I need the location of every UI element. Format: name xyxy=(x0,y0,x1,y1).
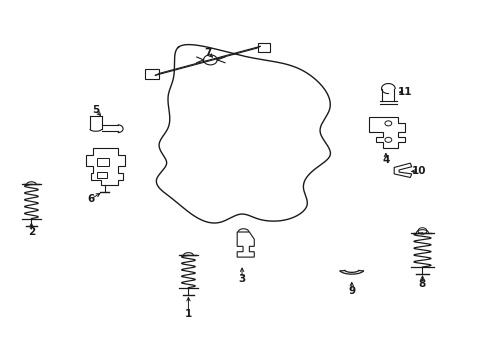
Text: 2: 2 xyxy=(28,227,35,237)
Text: 8: 8 xyxy=(418,279,425,289)
Bar xyxy=(97,158,109,166)
Text: 1: 1 xyxy=(184,310,192,319)
Bar xyxy=(97,172,106,178)
Text: 5: 5 xyxy=(92,105,99,115)
Text: 6: 6 xyxy=(87,194,94,204)
Text: 3: 3 xyxy=(238,274,245,284)
Text: 4: 4 xyxy=(382,155,389,165)
Text: 10: 10 xyxy=(411,166,426,176)
Text: 9: 9 xyxy=(347,286,355,296)
Text: 11: 11 xyxy=(397,87,412,97)
Text: 7: 7 xyxy=(204,48,211,58)
